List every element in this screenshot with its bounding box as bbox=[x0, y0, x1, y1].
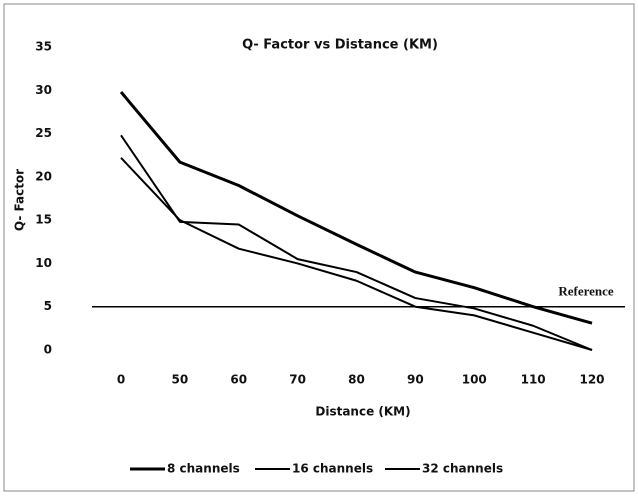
series-line bbox=[120, 134, 593, 351]
y-tick-label: 15 bbox=[35, 213, 52, 227]
x-tick-label: 100 bbox=[462, 373, 487, 387]
x-tick-label: 90 bbox=[407, 373, 424, 387]
y-tick-label: 10 bbox=[35, 256, 52, 270]
x-tick-label: 0 bbox=[117, 373, 125, 387]
y-tick-label: 30 bbox=[35, 83, 52, 97]
series-line bbox=[119, 91, 593, 325]
x-tick-label: 50 bbox=[172, 373, 189, 387]
x-tick-label: 80 bbox=[348, 373, 365, 387]
x-tick-label: 70 bbox=[289, 373, 306, 387]
x-tick-label: 120 bbox=[579, 373, 604, 387]
y-tick-label: 25 bbox=[35, 126, 52, 140]
y-axis-label: Q- Factor bbox=[13, 169, 27, 231]
reference-label: Reference bbox=[558, 284, 614, 299]
legend: 8 channels 16 channels 32 channels bbox=[130, 462, 503, 476]
x-axis-label: Distance (KM) bbox=[315, 405, 410, 419]
y-tick-label: 0 bbox=[44, 343, 52, 357]
y-tick-label: 5 bbox=[44, 299, 52, 313]
y-tick-label: 20 bbox=[35, 169, 52, 183]
y-tick-label: 35 bbox=[35, 40, 52, 54]
chart-frame bbox=[3, 3, 635, 492]
x-tick-label: 60 bbox=[230, 373, 247, 387]
series-line bbox=[120, 157, 593, 351]
legend-label: 16 channels bbox=[292, 462, 373, 476]
chart-title: Q- Factor vs Distance (KM) bbox=[242, 38, 438, 53]
x-tick-label: 110 bbox=[521, 373, 546, 387]
legend-label: 32 channels bbox=[422, 462, 503, 476]
legend-label: 8 channels bbox=[167, 462, 240, 476]
